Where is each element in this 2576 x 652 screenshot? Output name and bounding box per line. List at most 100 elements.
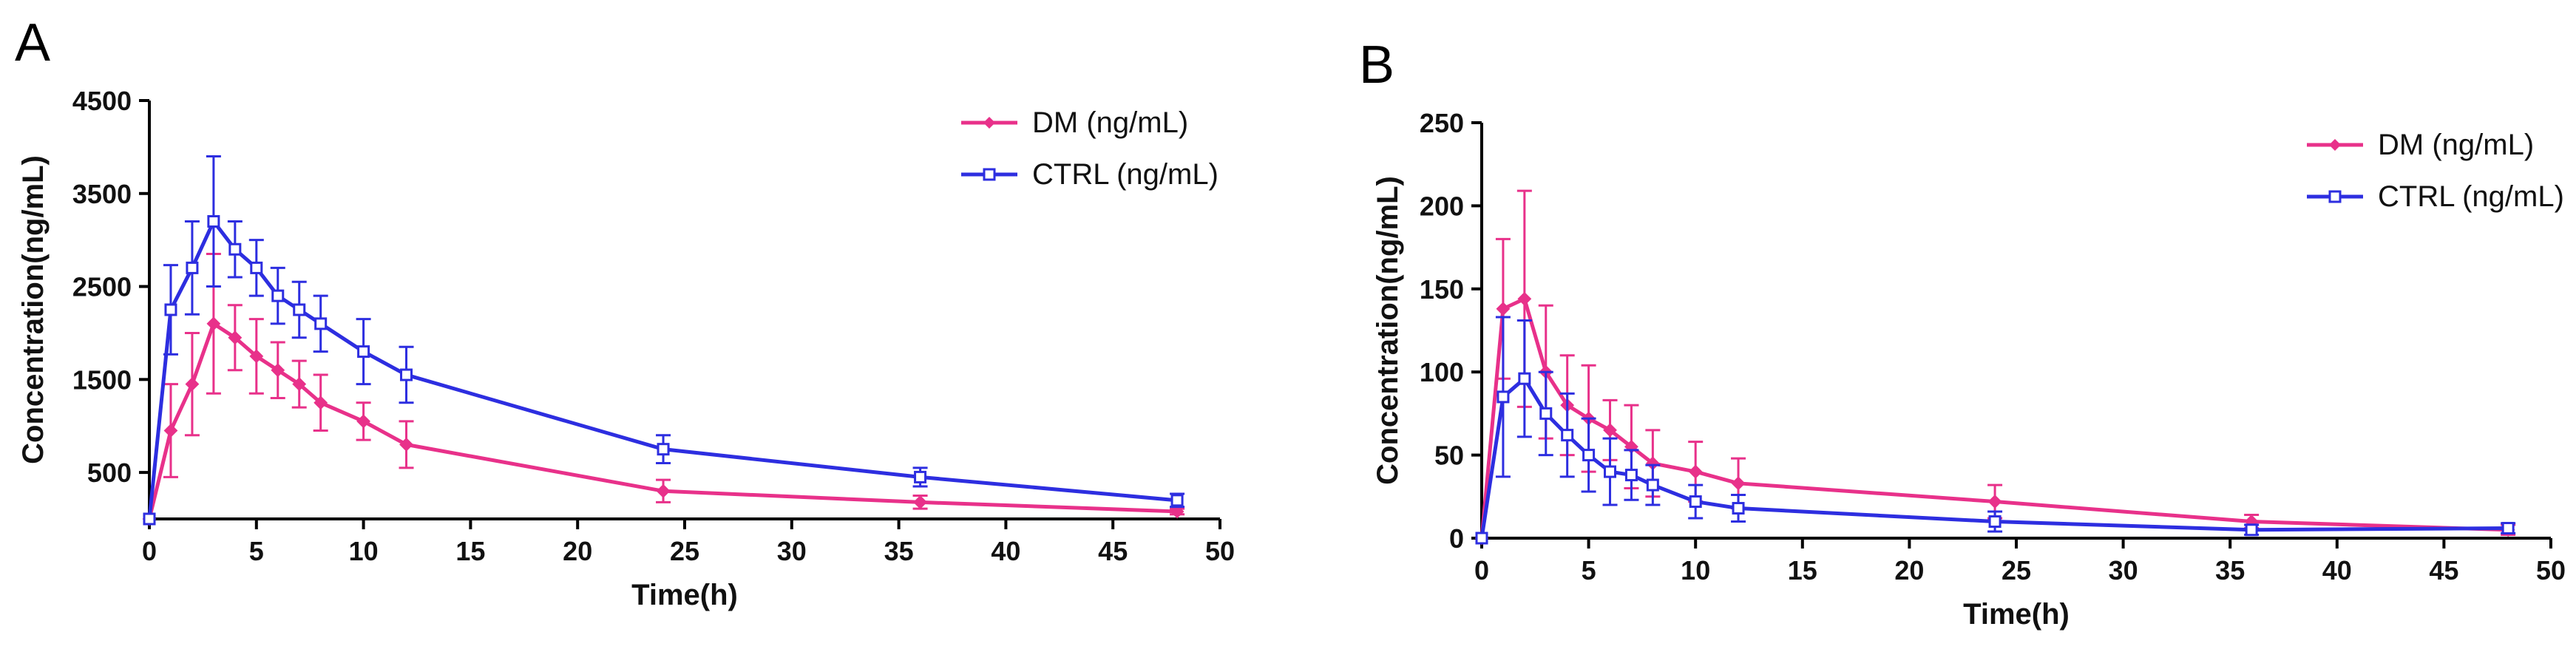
data-point (1732, 502, 1745, 515)
x-axis-title: Time(h) (631, 579, 738, 611)
series-ctrl (143, 154, 1185, 526)
panel-label: B (1359, 35, 1394, 95)
x-tick-label: 20 (1894, 555, 1924, 585)
legend-swatch-marker (2329, 139, 2341, 151)
data-point (1688, 464, 1703, 479)
data-point (656, 483, 671, 498)
data-point (228, 242, 242, 256)
chart-panel-b: B 0 5 10 15 20 25 30 35 40 45 50 0 50 100 150 200 250 Time… (1359, 35, 2566, 631)
series-ctrl (1475, 316, 2516, 545)
x-tick-label: 35 (884, 536, 914, 566)
data-point (1518, 372, 1531, 385)
y-tick-label: 200 (1420, 191, 1464, 221)
data-point (914, 470, 927, 483)
legend-label: CTRL (ng/mL) (2378, 180, 2564, 213)
data-point (399, 437, 413, 452)
data-point (206, 316, 221, 331)
x-tick-label: 35 (2215, 555, 2245, 585)
y-axis-title: Concentration(ng/mL) (17, 155, 50, 464)
data-point (913, 495, 927, 509)
data-point (1170, 494, 1184, 507)
data-point (1497, 390, 1510, 404)
legend-swatch-marker (2328, 190, 2342, 203)
x-tick-label: 10 (1681, 555, 1710, 585)
legend-item-dm: DM (ng/mL) (2307, 129, 2534, 161)
y-tick-label: 250 (1420, 108, 1464, 138)
y-tick-label: 100 (1420, 357, 1464, 387)
data-point (1689, 495, 1702, 509)
data-point (143, 512, 156, 526)
x-tick-label: 50 (1205, 536, 1235, 566)
data-point (1603, 423, 1617, 438)
x-tick-label: 20 (563, 536, 592, 566)
data-point (1170, 504, 1184, 519)
x-tick-label: 5 (249, 536, 264, 566)
x-tick-label: 15 (1788, 555, 1817, 585)
data-point (1988, 515, 2002, 529)
chart-panel-a: A 0 5 10 15 20 25 30 35 40 45 50 500 1500 2500 3500 4500… (15, 13, 1235, 611)
series-line (147, 322, 1178, 520)
x-tick-label: 40 (991, 536, 1020, 566)
series-dm (142, 253, 1185, 526)
data-point (1539, 407, 1553, 420)
data-point (2501, 522, 2515, 535)
data-point (314, 317, 328, 330)
data-point (1646, 478, 1659, 492)
legend-swatch-marker (983, 117, 995, 129)
x-tick-label: 5 (1582, 555, 1596, 585)
panel-label: A (15, 13, 50, 72)
legend-item-dm: DM (ng/mL) (961, 106, 1188, 139)
y-tick-label: 0 (1449, 523, 1464, 554)
data-point (207, 215, 220, 228)
data-point (1496, 302, 1511, 316)
data-point (356, 414, 371, 429)
data-point (293, 303, 306, 316)
data-point (164, 303, 177, 316)
data-point (1604, 465, 1617, 478)
y-tick-label: 50 (1434, 441, 1464, 471)
data-point (657, 443, 670, 456)
data-point (400, 368, 413, 381)
x-tick-label: 40 (2322, 555, 2352, 585)
data-point (186, 261, 199, 274)
x-tick-label: 0 (1474, 555, 1489, 585)
legend-label: CTRL (ng/mL) (1032, 158, 1218, 191)
x-tick-label: 30 (2109, 555, 2138, 585)
x-tick-label: 50 (2536, 555, 2566, 585)
x-axis-title: Time(h) (1963, 598, 2070, 631)
data-point (313, 395, 328, 410)
data-point (1624, 469, 1638, 482)
data-point (357, 345, 370, 359)
legend-label: DM (ng/mL) (1032, 106, 1188, 139)
data-point (271, 363, 285, 378)
y-axis-title: Concentration(ng/mL) (1372, 176, 1404, 485)
data-point (271, 289, 285, 302)
data-point (2245, 523, 2258, 537)
series-line (1479, 296, 2509, 539)
x-tick-label: 30 (777, 536, 807, 566)
data-point (249, 349, 264, 364)
y-tick-label: 150 (1420, 274, 1464, 305)
data-point (250, 261, 263, 274)
data-point (1561, 429, 1574, 442)
legend-swatch-marker (983, 168, 996, 181)
data-point (185, 377, 200, 392)
x-tick-label: 45 (1098, 536, 1128, 566)
data-point (1517, 291, 1532, 306)
data-point (1731, 476, 1746, 491)
data-point (292, 377, 307, 392)
x-tick-label: 25 (2002, 555, 2031, 585)
legend-item-ctrl: CTRL (ng/mL) (2307, 180, 2564, 213)
x-tick-label: 15 (455, 536, 485, 566)
y-tick-label: 2500 (72, 272, 132, 302)
x-tick-label: 25 (670, 536, 699, 566)
data-point (1987, 495, 2002, 509)
y-tick-label: 500 (87, 458, 132, 488)
data-point (228, 330, 243, 345)
data-point (1475, 532, 1488, 545)
legend-label: DM (ng/mL) (2378, 129, 2534, 161)
series-line (147, 220, 1178, 520)
x-tick-label: 10 (349, 536, 379, 566)
